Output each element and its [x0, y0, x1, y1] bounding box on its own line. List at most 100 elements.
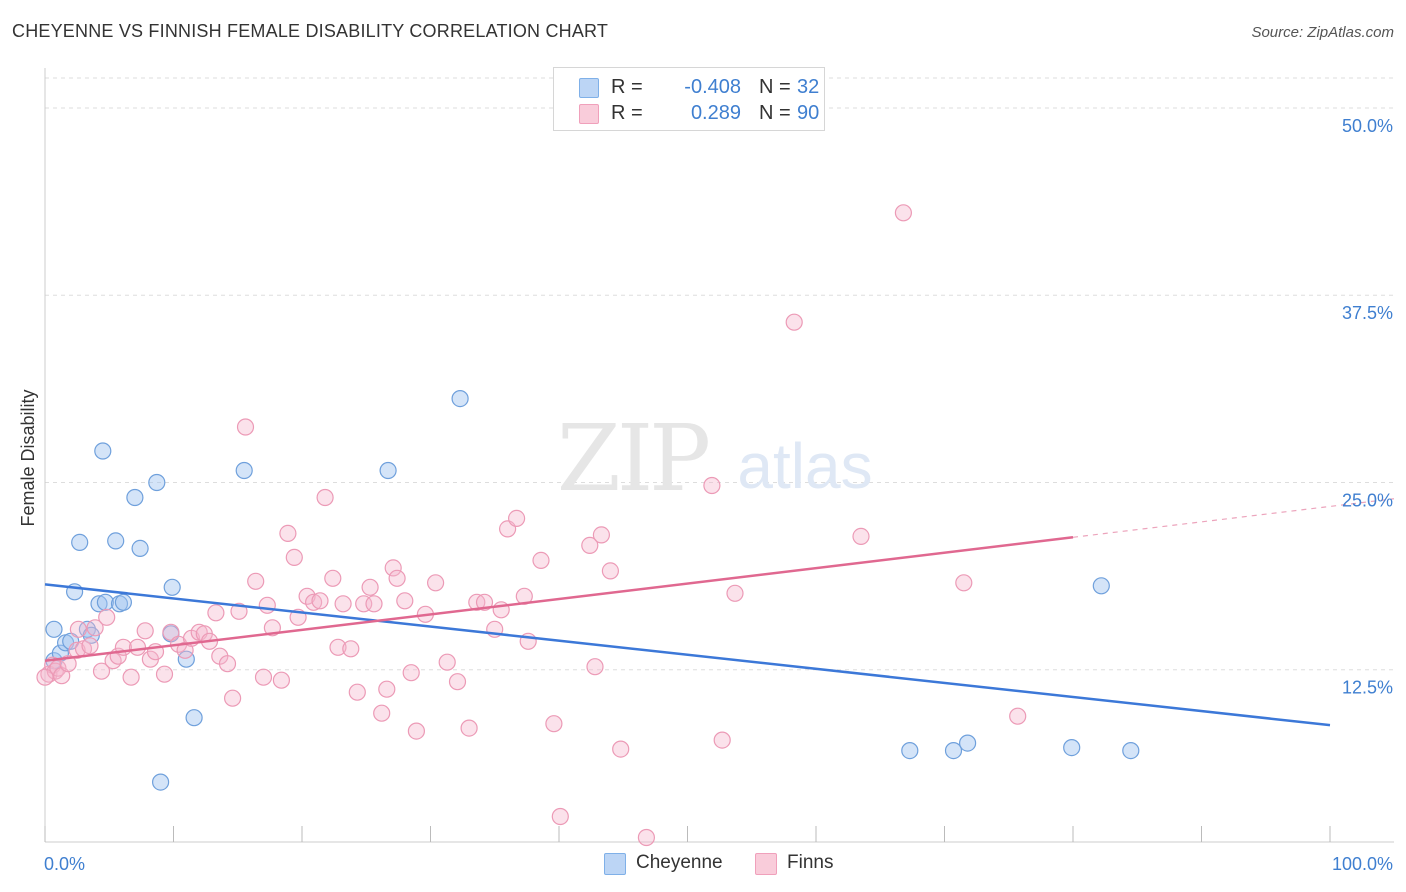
finns-point [373, 704, 391, 722]
finns-point [285, 548, 303, 567]
cheyenne-point [71, 533, 89, 552]
finns-point [388, 569, 406, 587]
legend-swatch-cheyenne [579, 78, 599, 98]
finns-point [224, 689, 242, 707]
cheyenne-point [1122, 741, 1140, 760]
legend-n-value: 90 [797, 102, 820, 124]
legend-r-value: 0.289 [690, 102, 741, 124]
cheyenne-point [235, 461, 253, 480]
cheyenne-point [379, 461, 397, 480]
series-legend: Cheyenne Finns [0, 852, 1406, 876]
finns-point [592, 526, 611, 544]
x-tick-label: 100.0% [1332, 854, 1393, 874]
cheyenne-point [90, 595, 108, 613]
finns-point [305, 593, 323, 611]
finns-point [122, 668, 140, 686]
finns-point [551, 807, 569, 826]
watermark-zip: ZIP [557, 405, 708, 512]
watermark-atlas: atlas [737, 430, 872, 502]
finns-point [427, 574, 445, 592]
legend-n-label: N = [759, 76, 791, 98]
finns-point [316, 488, 334, 507]
legend-n-value: 32 [797, 76, 820, 98]
source-label: Source: ZipAtlas.com [1251, 24, 1394, 41]
finns-point [247, 572, 265, 590]
trend-layer [44, 498, 1395, 727]
finns-point [601, 562, 620, 580]
finns-point [612, 740, 630, 758]
y-tick-label: 25.0% [1342, 490, 1393, 510]
finns-point [507, 509, 526, 528]
finns-point [785, 313, 803, 331]
finns-point [81, 637, 99, 655]
finns-point [329, 638, 347, 656]
finns-point [258, 596, 276, 614]
cheyenne-point [451, 390, 469, 408]
axes-layer [44, 68, 1394, 843]
finns-point [69, 620, 88, 638]
y-tick-label: 50.0% [1342, 116, 1393, 136]
finns-point [230, 602, 248, 620]
legend-swatch-finns [755, 853, 777, 875]
finns-point [365, 595, 383, 613]
finns-point [955, 574, 973, 592]
finns-trend-extension [1072, 498, 1395, 538]
legend-r-label: R = [611, 76, 643, 98]
cheyenne-point [114, 593, 133, 611]
cheyenne-point [944, 741, 963, 760]
labels-layer: 12.5% 25.0% 37.5% 50.0% 0.0% 100.0% Female Dis… [18, 116, 1393, 874]
series-legend-label: Cheyenne [636, 852, 723, 873]
finns-point [98, 608, 116, 626]
cheyenne-point [901, 741, 919, 760]
finns-point [460, 719, 478, 737]
finns-point [218, 655, 237, 673]
finns-point [703, 476, 721, 495]
cheyenne-point [1063, 738, 1081, 757]
finns-point [128, 638, 147, 656]
cheyenne-point [126, 488, 144, 507]
finns-point [545, 715, 563, 733]
legend-n-label: N = [759, 102, 791, 124]
finns-point [637, 828, 656, 847]
finns-point [207, 604, 225, 622]
finns-point [402, 664, 420, 682]
finns-point [396, 592, 414, 610]
finns-point [726, 584, 744, 602]
finns-point [438, 653, 456, 671]
finns-point [254, 668, 273, 686]
finns-point [324, 569, 342, 587]
finns-point [92, 662, 111, 680]
legend-swatch-finns [579, 104, 599, 124]
series-legend-label: Finns [787, 852, 834, 873]
cheyenne-point [1092, 577, 1110, 595]
cheyenne-point [96, 593, 115, 611]
finns-point [586, 658, 604, 676]
cheyenne-point [958, 734, 977, 752]
finns-point [532, 551, 550, 570]
finns-point [311, 592, 329, 610]
finns-point [713, 731, 731, 749]
finns-trend-line [44, 536, 1074, 662]
stats-legend: R = -0.408 N = 32 R = 0.289 N = 90 [553, 67, 825, 131]
finns-point [378, 680, 396, 698]
cheyenne-point [62, 632, 80, 650]
watermark: ZIP atlas [557, 405, 873, 512]
cheyenne-point [148, 473, 166, 492]
finns-point [348, 683, 366, 701]
finns-point [298, 587, 316, 605]
cheyenne-point [152, 773, 170, 791]
finns-point [1009, 707, 1027, 725]
finns-point [279, 524, 297, 543]
y-axis-label: Female Disability [18, 389, 38, 526]
cheyenne-point [107, 532, 125, 550]
finns-point [136, 622, 154, 640]
finns-point [272, 671, 290, 689]
finns-point [894, 204, 913, 222]
legend-r-value: -0.408 [684, 76, 741, 98]
cheyenne-trend-line [44, 583, 1331, 727]
finns-point [384, 559, 402, 577]
finns-point [581, 536, 599, 555]
finns-point [162, 623, 180, 641]
cheyenne-point [45, 620, 63, 638]
